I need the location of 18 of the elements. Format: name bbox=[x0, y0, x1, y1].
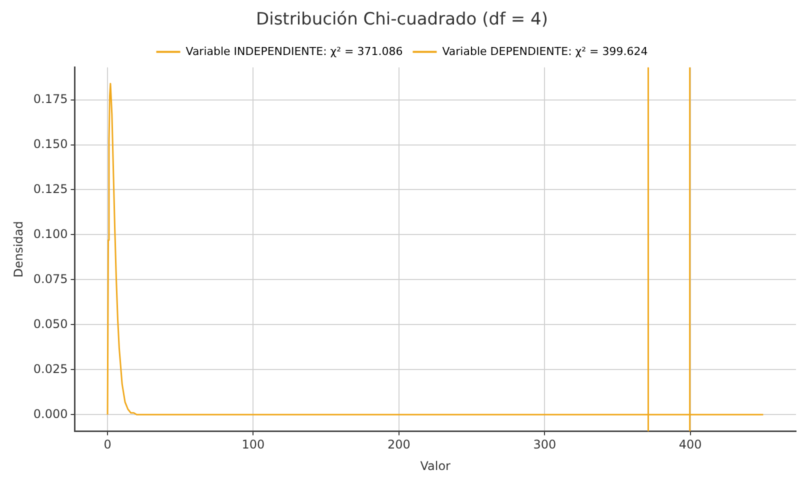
y-tick-label: 0.100 bbox=[33, 226, 68, 241]
y-tick-label: 0.150 bbox=[33, 136, 68, 151]
y-tick-label: 0.175 bbox=[33, 92, 68, 106]
y-tick-label: 0.125 bbox=[33, 182, 68, 196]
y-tick-label: 0.025 bbox=[33, 362, 68, 376]
y-tick-label: 0.075 bbox=[33, 272, 68, 286]
chart-title: Distribución Chi-cuadrado (df = 4) bbox=[256, 10, 548, 30]
legend-label: Variable INDEPENDIENTE: χ² = 371.086 bbox=[186, 44, 403, 58]
x-tick-label: 400 bbox=[678, 438, 702, 452]
y-tick-label: 0.000 bbox=[33, 406, 68, 421]
x-tick-label: 100 bbox=[242, 438, 265, 452]
y-tick-label: 0.050 bbox=[33, 316, 68, 331]
x-axis-title: Valor bbox=[420, 458, 451, 473]
y-axis-title: Densidad bbox=[11, 221, 26, 278]
legend-label: Variable DEPENDIENTE: χ² = 399.624 bbox=[442, 44, 648, 58]
x-tick-label: 300 bbox=[533, 438, 556, 452]
x-tick-label: 200 bbox=[387, 438, 410, 452]
x-tick-label: 0 bbox=[104, 438, 112, 452]
